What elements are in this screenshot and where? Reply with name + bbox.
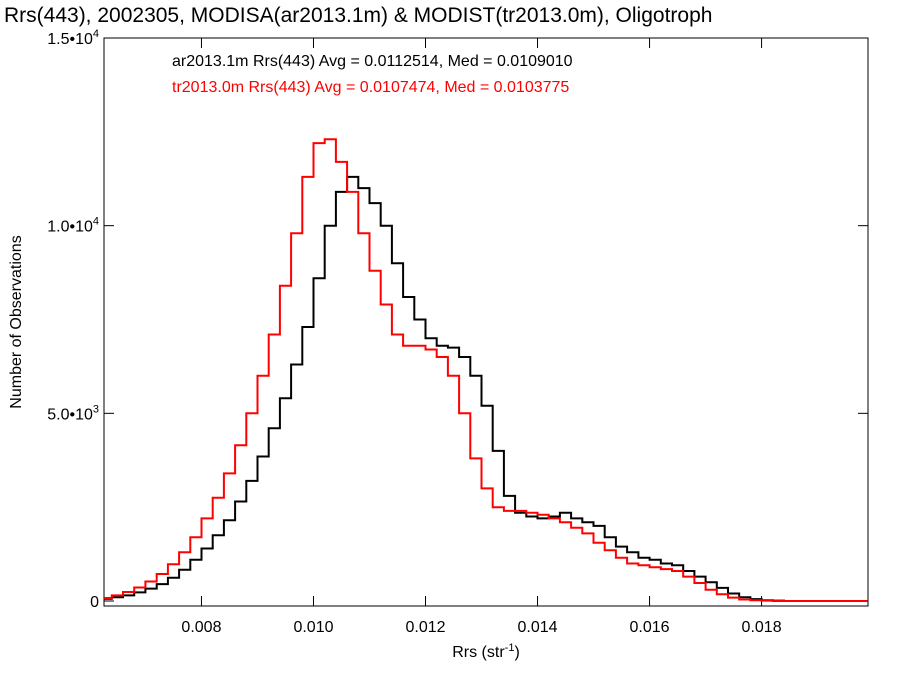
y-tick-label: 5.0•103 — [47, 403, 99, 423]
x-axis-label: Rrs (str-1) — [452, 642, 520, 661]
x-tick-label: 0.014 — [518, 619, 558, 636]
x-tick-label: 0.018 — [742, 619, 782, 636]
x-tick-label: 0.010 — [293, 619, 333, 636]
x-axis-label-exponent: -1 — [505, 642, 515, 654]
chart-title: Rrs(443), 2002305, MODISA(ar2013.1m) & M… — [4, 4, 712, 27]
legend-entry-tr2013: tr2013.0m Rrs(443) Avg = 0.0107474, Med … — [172, 79, 569, 96]
series-ar2013-line — [104, 175, 867, 602]
y-axis: 0 5.0•103 1.0•104 1.5•104 — [47, 28, 868, 611]
legend-entry-ar2013: ar2013.1m Rrs(443) Avg = 0.0112514, Med … — [172, 53, 573, 70]
y-tick-label: 0 — [90, 594, 99, 611]
x-tick-label: 0.008 — [181, 619, 221, 636]
y-axis-label: Number of Observations — [8, 235, 25, 408]
series-layer — [104, 138, 867, 602]
x-tick-label: 0.016 — [630, 619, 670, 636]
y-tick-label: 1.0•104 — [47, 216, 99, 236]
x-tick-label: 0.012 — [405, 619, 445, 636]
x-axis-label-main: Rrs (str — [452, 644, 505, 661]
series-tr2013-line — [104, 138, 867, 602]
plot-frame — [103, 37, 869, 607]
y-tick-label: 1.5•104 — [47, 28, 99, 48]
x-axis-label-close: ) — [514, 644, 519, 661]
x-axis: 0.008 0.010 0.012 0.014 0.016 0.018 — [181, 38, 782, 636]
